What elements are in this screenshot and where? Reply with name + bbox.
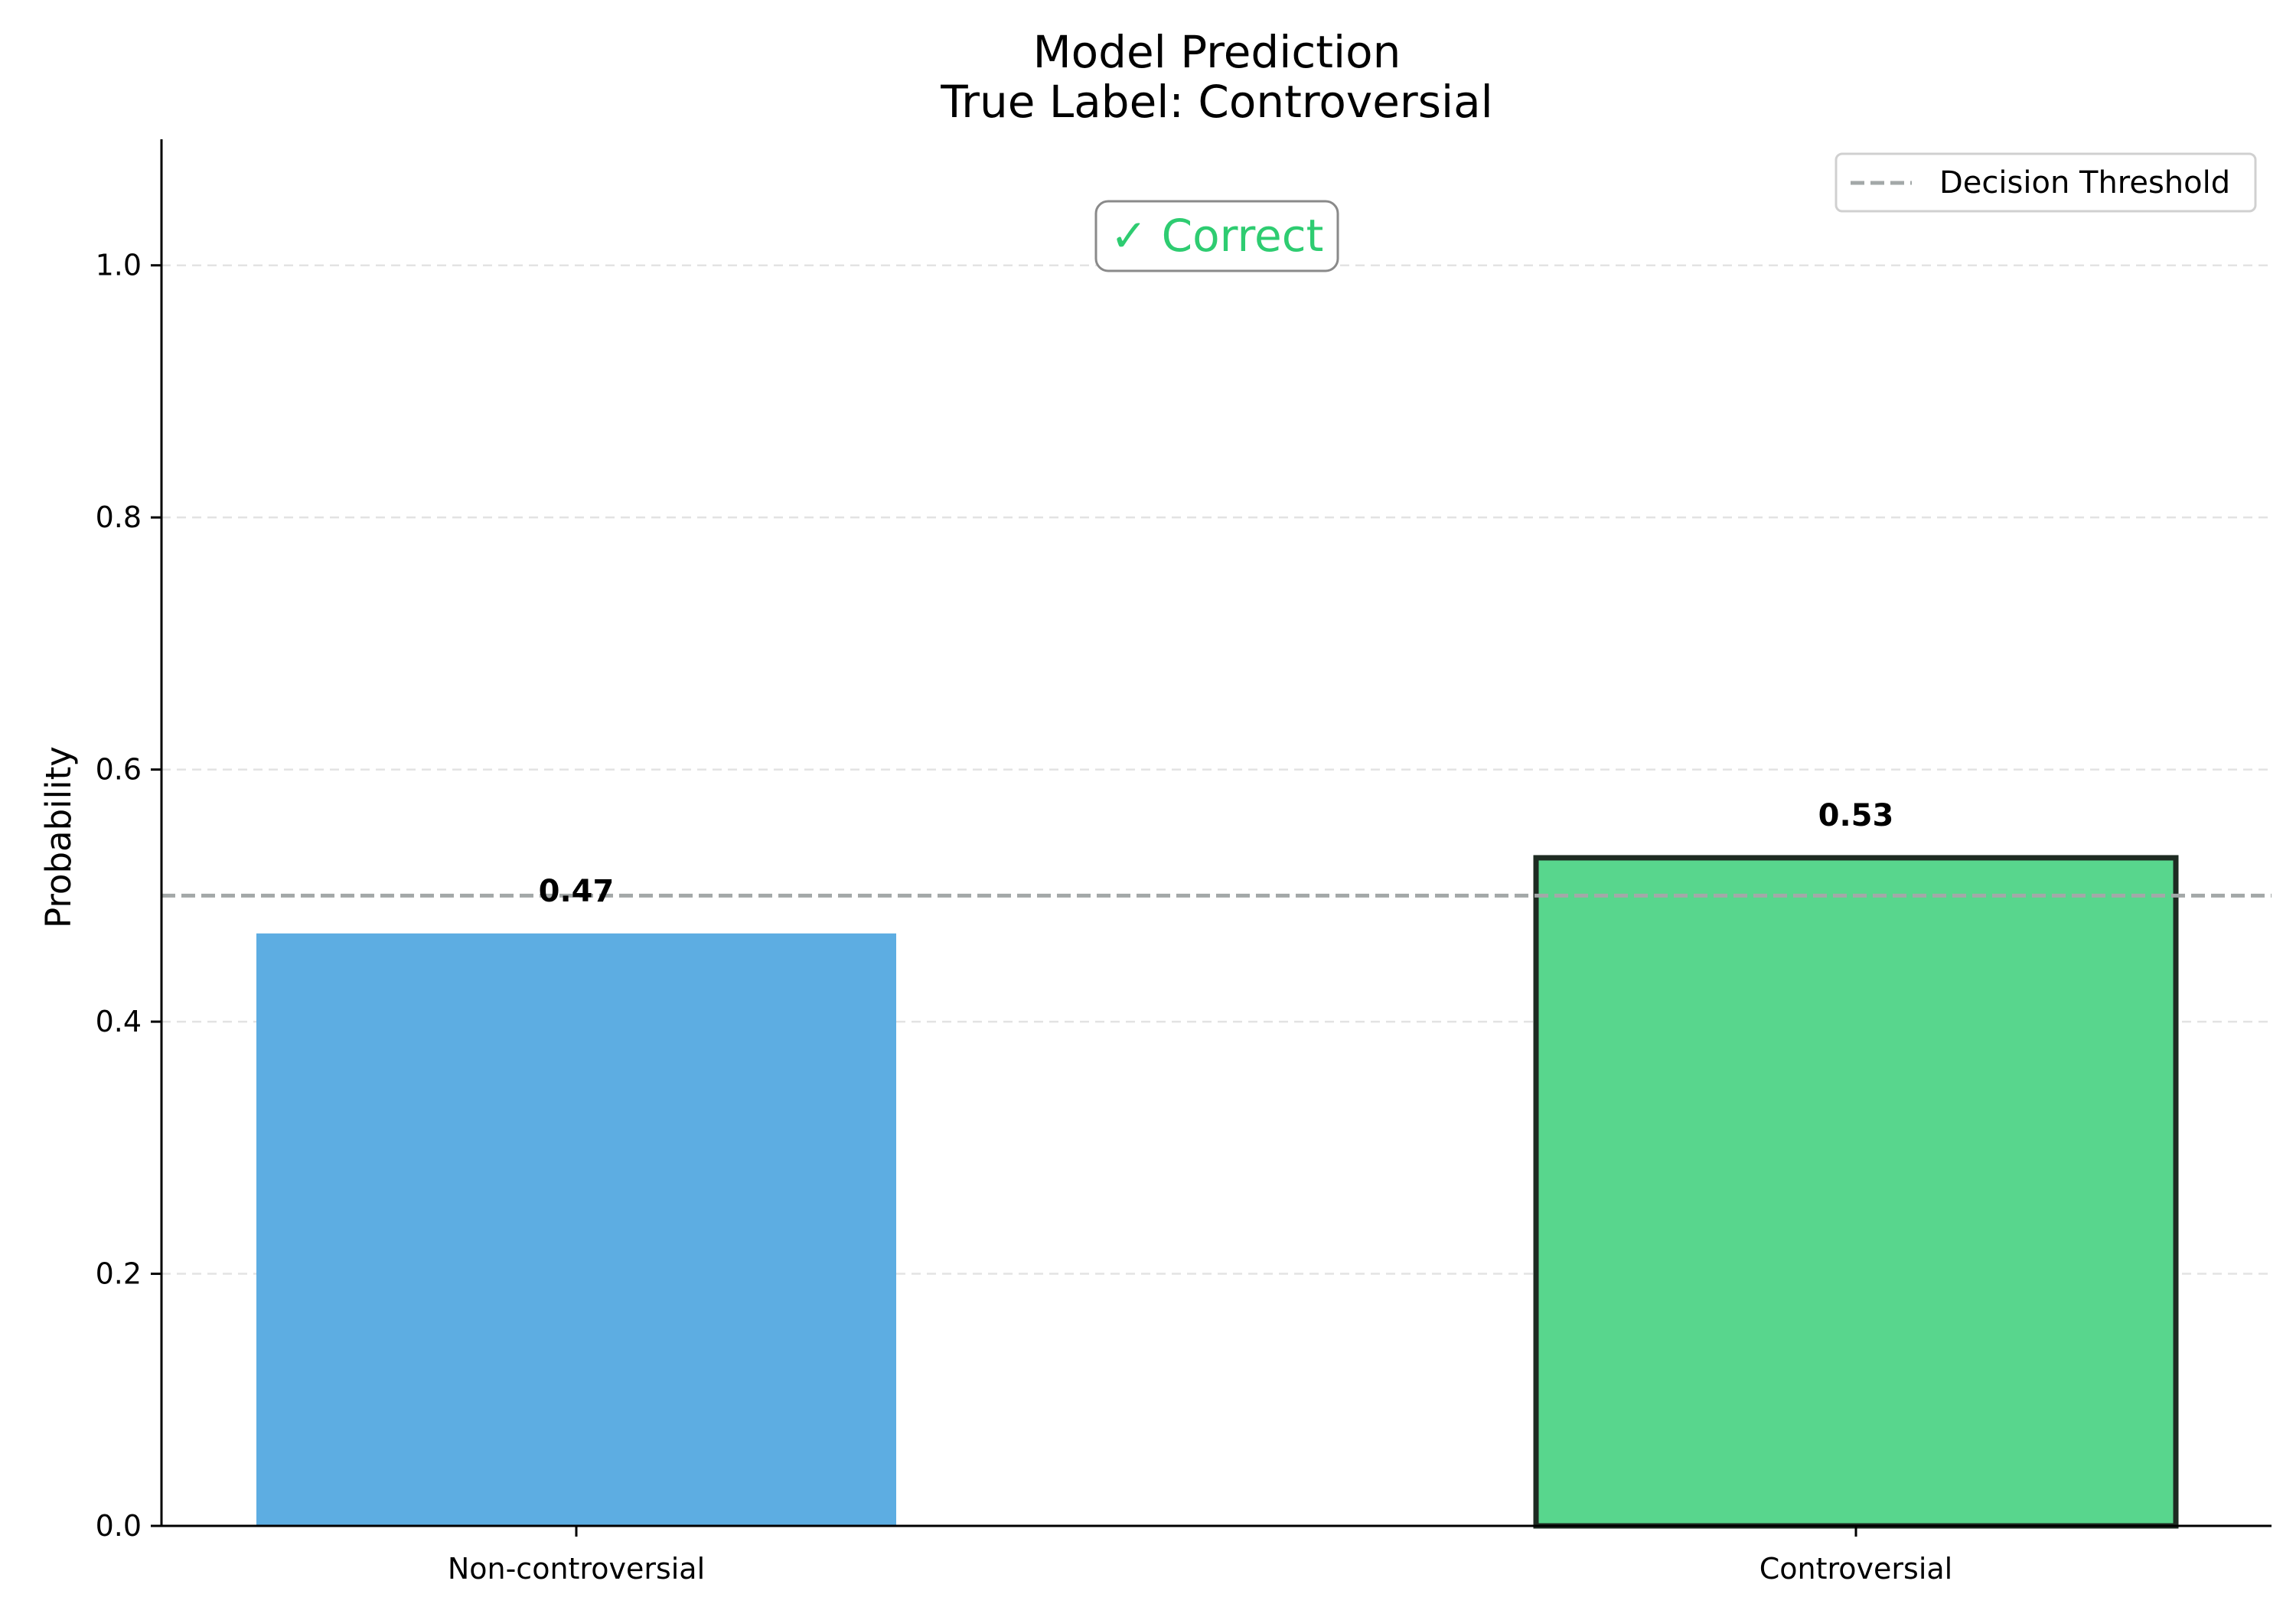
x-tick-label-1: Controversial [1760, 1552, 1953, 1586]
y-axis-label: Probability [38, 746, 79, 928]
chart-subtitle: True Label: Controversial [940, 76, 1492, 128]
legend-frame [1835, 152, 2257, 213]
y-tick-label-2: 0.4 [96, 1005, 142, 1038]
legend: Decision Threshold [1835, 152, 2257, 213]
value-labels: 0.47 0.53 [539, 798, 1894, 909]
value-label-1: 0.47 [539, 874, 615, 909]
bar-1 [256, 933, 896, 1526]
chart-title: Model Prediction [1033, 26, 1401, 78]
bars [256, 855, 2179, 1529]
legend-label-threshold: Decision Threshold [1939, 165, 2230, 200]
y-tick-label-3: 0.6 [96, 753, 142, 787]
correct-badge-text: ✓ Correct [1110, 210, 1324, 262]
y-tick-label-5: 1.0 [96, 249, 142, 282]
x-tick-label-0: Non-controversial [448, 1552, 705, 1586]
bar-2 [1533, 855, 2179, 1529]
correct-badge-box [1094, 200, 1339, 272]
y-tick-label-1: 0.2 [96, 1257, 142, 1291]
correct-badge: ✓ Correct [1094, 200, 1339, 272]
y-tick-label-4: 0.8 [96, 500, 142, 534]
axes: 0.0 0.2 0.4 0.6 0.8 1.0 Non-controversial Contr… [96, 139, 2272, 1586]
y-tick-label-0: 0.0 [96, 1509, 142, 1543]
value-label-2: 0.53 [1818, 798, 1894, 833]
